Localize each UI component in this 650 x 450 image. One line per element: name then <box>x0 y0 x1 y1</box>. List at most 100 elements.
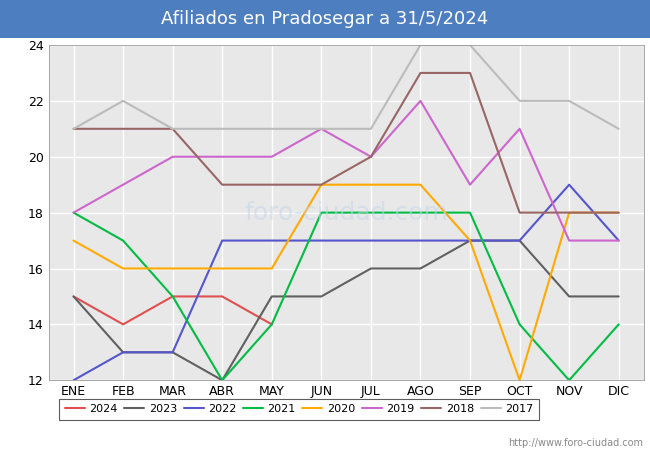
2023 <box>268 294 276 299</box>
2019 <box>70 210 77 216</box>
2019 <box>119 182 127 187</box>
2018 <box>417 70 424 76</box>
2017 <box>169 126 177 131</box>
2018 <box>466 70 474 76</box>
2018 <box>515 210 523 216</box>
2023 <box>417 266 424 271</box>
2018 <box>119 126 127 131</box>
2020 <box>466 238 474 243</box>
2020 <box>317 182 325 187</box>
2019 <box>566 238 573 243</box>
2023 <box>515 238 523 243</box>
2020 <box>515 378 523 383</box>
2022 <box>218 238 226 243</box>
2022 <box>268 238 276 243</box>
2019 <box>218 154 226 159</box>
2018 <box>367 154 375 159</box>
2017 <box>615 126 623 131</box>
2018 <box>317 182 325 187</box>
2017 <box>119 98 127 104</box>
2023 <box>218 378 226 383</box>
2023 <box>70 294 77 299</box>
2023 <box>566 294 573 299</box>
Line: 2018: 2018 <box>73 73 619 213</box>
2018 <box>566 210 573 216</box>
2020 <box>218 266 226 271</box>
2023 <box>317 294 325 299</box>
2019 <box>417 98 424 104</box>
2022 <box>70 378 77 383</box>
2022 <box>566 182 573 187</box>
2020 <box>70 238 77 243</box>
2017 <box>317 126 325 131</box>
2020 <box>169 266 177 271</box>
2020 <box>268 266 276 271</box>
2021 <box>268 322 276 327</box>
Line: 2024: 2024 <box>73 297 272 324</box>
2021 <box>367 210 375 216</box>
2018 <box>70 126 77 131</box>
2017 <box>268 126 276 131</box>
2021 <box>70 210 77 216</box>
2019 <box>317 126 325 131</box>
2018 <box>218 182 226 187</box>
2023 <box>615 294 623 299</box>
2022 <box>119 350 127 355</box>
2021 <box>218 378 226 383</box>
Text: Afiliados en Pradosegar a 31/5/2024: Afiliados en Pradosegar a 31/5/2024 <box>161 10 489 28</box>
Line: 2022: 2022 <box>73 184 619 380</box>
2017 <box>367 126 375 131</box>
2020 <box>566 210 573 216</box>
2019 <box>466 182 474 187</box>
Text: foro-ciudad.com: foro-ciudad.com <box>244 201 448 225</box>
2021 <box>466 210 474 216</box>
2017 <box>218 126 226 131</box>
2022 <box>515 238 523 243</box>
Line: 2023: 2023 <box>73 241 619 380</box>
2022 <box>317 238 325 243</box>
2017 <box>466 42 474 48</box>
2022 <box>169 350 177 355</box>
Line: 2019: 2019 <box>73 101 619 241</box>
2019 <box>268 154 276 159</box>
2020 <box>367 182 375 187</box>
2023 <box>367 266 375 271</box>
2024 <box>70 294 77 299</box>
2021 <box>417 210 424 216</box>
Text: http://www.foro-ciudad.com: http://www.foro-ciudad.com <box>508 438 644 448</box>
2023 <box>169 350 177 355</box>
2017 <box>70 126 77 131</box>
2023 <box>466 238 474 243</box>
2022 <box>417 238 424 243</box>
2021 <box>566 378 573 383</box>
2018 <box>615 210 623 216</box>
2023 <box>119 350 127 355</box>
Legend: 2024, 2023, 2022, 2021, 2020, 2019, 2018, 2017: 2024, 2023, 2022, 2021, 2020, 2019, 2018… <box>59 399 539 420</box>
Line: 2017: 2017 <box>73 45 619 129</box>
2019 <box>169 154 177 159</box>
2018 <box>268 182 276 187</box>
2021 <box>515 322 523 327</box>
2018 <box>169 126 177 131</box>
2021 <box>119 238 127 243</box>
2022 <box>615 238 623 243</box>
2022 <box>466 238 474 243</box>
2019 <box>615 238 623 243</box>
2020 <box>615 210 623 216</box>
2024 <box>119 322 127 327</box>
2019 <box>515 126 523 131</box>
Line: 2021: 2021 <box>73 213 619 380</box>
2020 <box>119 266 127 271</box>
2024 <box>268 322 276 327</box>
2022 <box>367 238 375 243</box>
2019 <box>367 154 375 159</box>
2017 <box>515 98 523 104</box>
2021 <box>317 210 325 216</box>
2020 <box>417 182 424 187</box>
Line: 2020: 2020 <box>73 184 619 380</box>
2021 <box>169 294 177 299</box>
2024 <box>218 294 226 299</box>
2021 <box>615 322 623 327</box>
2017 <box>417 42 424 48</box>
2024 <box>169 294 177 299</box>
